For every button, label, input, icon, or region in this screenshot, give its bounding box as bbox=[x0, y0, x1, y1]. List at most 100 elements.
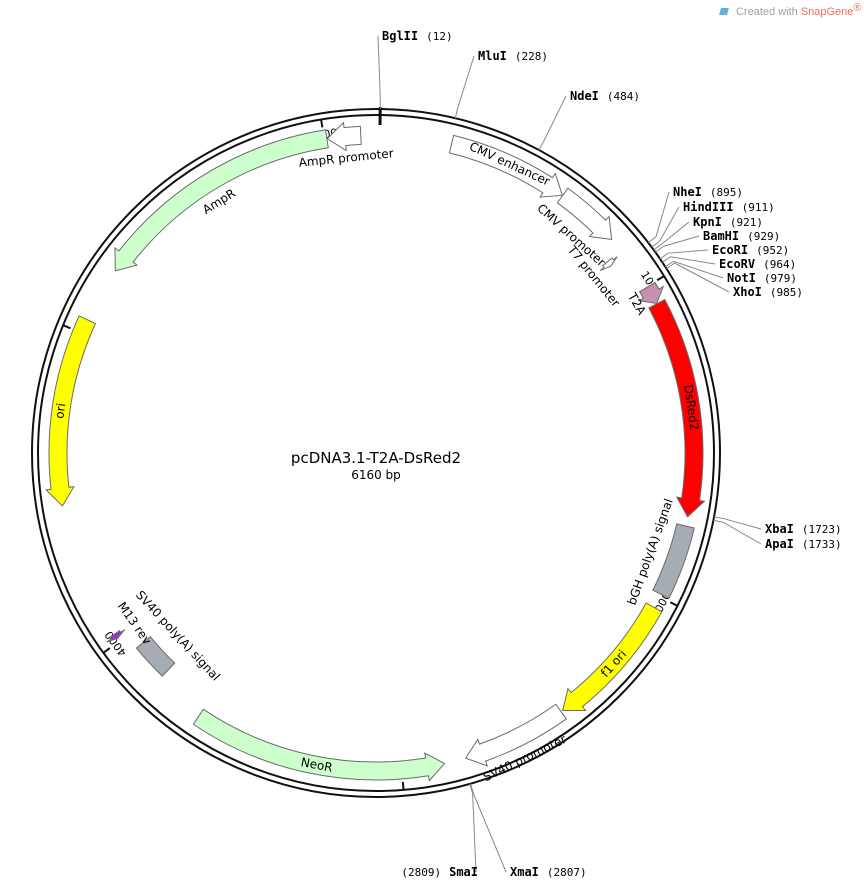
site-pos-kpni: (921) bbox=[730, 216, 763, 229]
feature-cmv-enhancer[interactable]: CMV enhancer bbox=[448, 134, 564, 198]
tick-1000 bbox=[656, 275, 665, 282]
site-pos-ecori: (952) bbox=[756, 244, 789, 257]
site-kpni[interactable]: KpnI (921) bbox=[653, 215, 763, 251]
site-leader-bglii bbox=[377, 35, 381, 110]
site-leader-xmai bbox=[470, 783, 507, 873]
feature-shape-ampr-promoter[interactable] bbox=[326, 121, 362, 152]
feature-t2a[interactable]: T2A bbox=[625, 281, 665, 318]
site-hindiii[interactable]: HindIII (911) bbox=[651, 200, 775, 248]
plasmid-size: 6160 bp bbox=[351, 468, 401, 482]
site-label-apai[interactable]: ApaI (1733) bbox=[765, 537, 842, 551]
site-pos-xhoi: (985) bbox=[770, 286, 803, 299]
site-name-ecorv: EcoRV bbox=[719, 257, 755, 271]
site-label-bglii[interactable]: BglII (12) bbox=[382, 29, 453, 43]
feature-dsred2[interactable]: DsRed2 bbox=[648, 298, 706, 518]
site-name-bglii: BglII bbox=[382, 29, 418, 43]
site-bamhi[interactable]: BamHI (929) bbox=[655, 229, 780, 253]
site-label-xbai[interactable]: XbaI (1723) bbox=[765, 522, 842, 536]
site-ndei[interactable]: NdeI (484) bbox=[538, 89, 640, 151]
svg-text:Created with SnapGene®: Created with SnapGene® bbox=[736, 2, 862, 18]
site-pos-noti: (979) bbox=[764, 272, 797, 285]
feature-shape-t7-promoter[interactable] bbox=[599, 256, 618, 272]
site-name-xhoi: XhoI bbox=[733, 285, 762, 299]
feature-shape-sv40-promoter[interactable] bbox=[464, 703, 568, 767]
site-nhei[interactable]: NheI (895) bbox=[647, 185, 743, 244]
feature-ori[interactable]: ori bbox=[44, 315, 97, 507]
plasmid-name: pcDNA3.1-T2A-DsRed2 bbox=[291, 449, 461, 467]
site-ecori[interactable]: EcoRI (952) bbox=[659, 243, 789, 260]
site-pos-apai: (1733) bbox=[802, 538, 842, 551]
feature-ampr[interactable]: AmpR bbox=[114, 129, 329, 272]
site-xmai[interactable]: XmaI (2807) bbox=[470, 783, 587, 879]
feature-shape-dsred2[interactable] bbox=[648, 298, 706, 518]
backbone-inner-strand bbox=[37, 114, 715, 792]
site-label-smai[interactable]: (2809) SmaI bbox=[401, 865, 478, 879]
tick-3000 bbox=[401, 781, 405, 790]
site-leader-ecorv bbox=[662, 256, 716, 265]
site-leader-nhei bbox=[647, 191, 670, 244]
credit-prefix: Created with bbox=[736, 6, 801, 18]
site-name-ndei: NdeI bbox=[570, 89, 599, 103]
site-label-xhoi[interactable]: XhoI (985) bbox=[733, 285, 803, 299]
feature-label-cmv-enhancer: CMV enhancer bbox=[467, 139, 552, 188]
site-label-kpni[interactable]: KpnI (921) bbox=[693, 215, 763, 229]
feature-neor[interactable]: NeoR bbox=[192, 708, 446, 782]
feature-shape-sv40-poly-a-signal[interactable] bbox=[135, 636, 176, 677]
site-xhoi[interactable]: XhoI (985) bbox=[666, 262, 803, 299]
site-pos-bamhi: (929) bbox=[747, 230, 780, 243]
site-ecorv[interactable]: EcoRV (964) bbox=[662, 256, 796, 271]
site-name-xbai: XbaI bbox=[765, 522, 794, 536]
site-name-noti: NotI bbox=[727, 271, 756, 285]
site-label-bamhi[interactable]: BamHI (929) bbox=[703, 229, 780, 243]
tick-6000 bbox=[320, 119, 324, 128]
feature-shape-t2a[interactable] bbox=[637, 281, 665, 305]
site-label-mlui[interactable]: MluI (228) bbox=[478, 49, 548, 63]
site-label-noti[interactable]: NotI (979) bbox=[727, 271, 797, 285]
tick-5000 bbox=[62, 324, 71, 330]
site-label-nhei[interactable]: NheI (895) bbox=[673, 185, 743, 199]
site-pos-xmai: (2807) bbox=[547, 866, 587, 879]
site-name-apai: ApaI bbox=[765, 537, 794, 551]
tick-4000 bbox=[102, 647, 111, 654]
site-leader-ndei bbox=[538, 95, 567, 151]
site-noti[interactable]: NotI (979) bbox=[664, 260, 797, 285]
site-bglii[interactable]: BglII (12) bbox=[377, 29, 453, 110]
feature-shape-f1-ori[interactable] bbox=[562, 602, 663, 711]
site-name-bamhi: BamHI bbox=[703, 229, 739, 243]
site-leader-xbai bbox=[713, 516, 762, 530]
site-pos-nhei: (895) bbox=[710, 186, 743, 199]
site-leader-bamhi bbox=[655, 235, 700, 253]
site-leader-apai bbox=[713, 519, 762, 545]
feature-shape-neor[interactable] bbox=[192, 708, 446, 782]
site-leader-xhoi bbox=[666, 262, 730, 293]
site-name-mlui: MluI bbox=[478, 49, 507, 63]
site-name-nhei: NheI bbox=[673, 185, 702, 199]
site-label-ecorv[interactable]: EcoRV (964) bbox=[719, 257, 796, 271]
site-leader-smai bbox=[469, 783, 477, 873]
site-label-ndei[interactable]: NdeI (484) bbox=[570, 89, 640, 103]
site-leader-noti bbox=[664, 260, 724, 279]
site-pos-bglii: (12) bbox=[426, 30, 453, 43]
snapgene-credit: Created with SnapGene® bbox=[719, 2, 862, 18]
site-smai[interactable]: (2809) SmaI bbox=[401, 783, 478, 879]
site-name-smai: SmaI bbox=[449, 865, 478, 879]
site-mlui[interactable]: MluI (228) bbox=[454, 49, 548, 119]
site-xbai[interactable]: XbaI (1723) bbox=[713, 516, 842, 536]
feature-shape-cmv-promoter[interactable] bbox=[556, 187, 613, 240]
feature-shape-ampr[interactable] bbox=[114, 129, 329, 272]
feature-shape-m13-rev[interactable] bbox=[106, 629, 126, 643]
feature-sv40-promoter[interactable]: SV40 promoter bbox=[464, 703, 569, 784]
feature-label-ori: ori bbox=[52, 402, 68, 419]
feature-label-neor: NeoR bbox=[300, 755, 334, 775]
site-pos-hindiii: (911) bbox=[742, 201, 775, 214]
site-apai[interactable]: ApaI (1733) bbox=[713, 519, 842, 551]
feature-shape-ori[interactable] bbox=[44, 315, 97, 507]
site-label-ecori[interactable]: EcoRI (952) bbox=[712, 243, 789, 257]
restriction-sites: BglII (12) MluI (228) NdeI (484) NheI (895)Hind… bbox=[377, 29, 842, 879]
site-pos-ecorv: (964) bbox=[763, 258, 796, 271]
site-label-xmai[interactable]: XmaI (2807) bbox=[510, 865, 587, 879]
feature-shape-bgh-poly-a-signal[interactable] bbox=[652, 523, 695, 599]
site-label-hindiii[interactable]: HindIII (911) bbox=[683, 200, 775, 214]
site-leader-ecori bbox=[659, 249, 709, 260]
